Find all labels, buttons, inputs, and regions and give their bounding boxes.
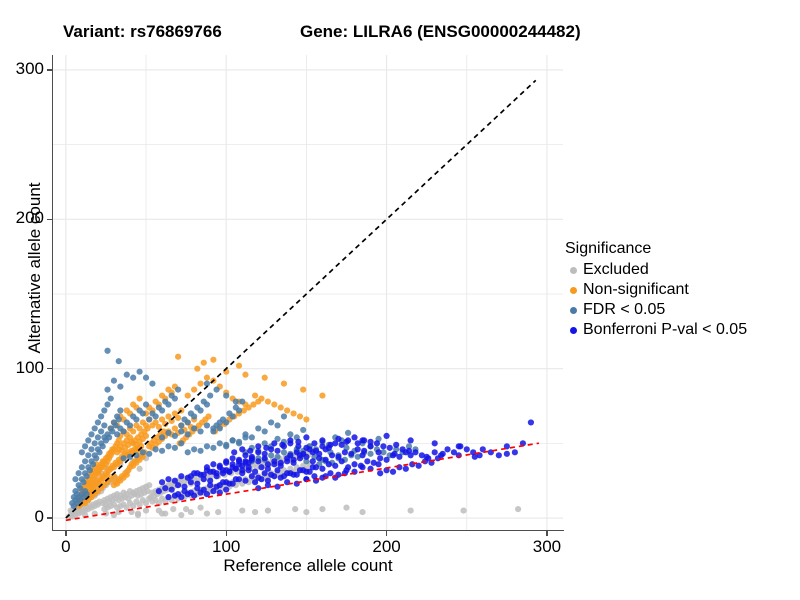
legend-swatch-icon <box>565 302 581 318</box>
legend-swatch-icon <box>565 262 581 278</box>
x-tick-mark <box>225 531 227 536</box>
y-tick-mark <box>47 218 52 220</box>
x-tick-label: 100 <box>212 537 241 556</box>
legend-item-non-significant[interactable]: Non-significant <box>565 280 747 300</box>
x-tick-mark <box>546 531 548 536</box>
gene-title: Gene: LILRA6 (ENSG00000244482) <box>300 22 581 41</box>
y-tick-label: 100 <box>15 357 44 377</box>
legend-items: Excluded Non-significant FDR < 0.05 Bonferr… <box>565 260 747 340</box>
x-axis-line <box>52 530 564 532</box>
legend-item-label: Bonferroni P-val < 0.05 <box>583 321 748 338</box>
y-axis-line <box>52 55 54 531</box>
y-tick-mark <box>47 367 52 370</box>
variant-title: Variant: rs76869766 <box>63 22 222 41</box>
legend-item-label: Excluded <box>583 261 649 278</box>
legend-item-bonferroni-p-val-0-05[interactable]: Bonferroni P-val < 0.05 <box>565 320 747 340</box>
legend-item-excluded[interactable]: Excluded <box>565 260 747 280</box>
x-axis-title: Reference allele count <box>223 556 393 575</box>
x-tick-label: 300 <box>532 537 562 556</box>
reference-line-regression-fit <box>65 442 540 522</box>
y-tick-label: 200 <box>15 208 44 228</box>
legend-item-label: FDR < 0.05 <box>583 301 666 318</box>
legend-dot-icon <box>569 306 577 314</box>
legend-item-label: Non-significant <box>583 281 689 298</box>
x-tick-label: 200 <box>372 537 401 556</box>
legend-dot-icon <box>569 326 577 334</box>
legend-title: Significance <box>565 240 652 257</box>
legend-swatch-icon <box>565 322 581 338</box>
reference-line-identity <box>65 79 537 519</box>
x-tick-mark <box>385 531 388 536</box>
x-tick-mark <box>65 531 67 536</box>
series-bonferroni-p-val-0-05 <box>155 419 535 501</box>
y-tick-label: 300 <box>15 58 44 78</box>
legend: Significance Excluded Non-significant FDR … <box>565 240 747 340</box>
legend-item-fdr-0-05[interactable]: FDR < 0.05 <box>565 300 747 320</box>
scatter-plot-canvas <box>53 55 563 530</box>
y-tick-mark <box>47 517 52 519</box>
legend-dot-icon <box>569 286 577 294</box>
y-tick-label: 0 <box>34 507 44 527</box>
legend-swatch-icon <box>565 282 581 298</box>
y-tick-mark <box>47 69 52 71</box>
legend-dot-icon <box>569 266 577 274</box>
x-tick-label: 0 <box>61 537 71 556</box>
plot-panel <box>53 55 563 530</box>
